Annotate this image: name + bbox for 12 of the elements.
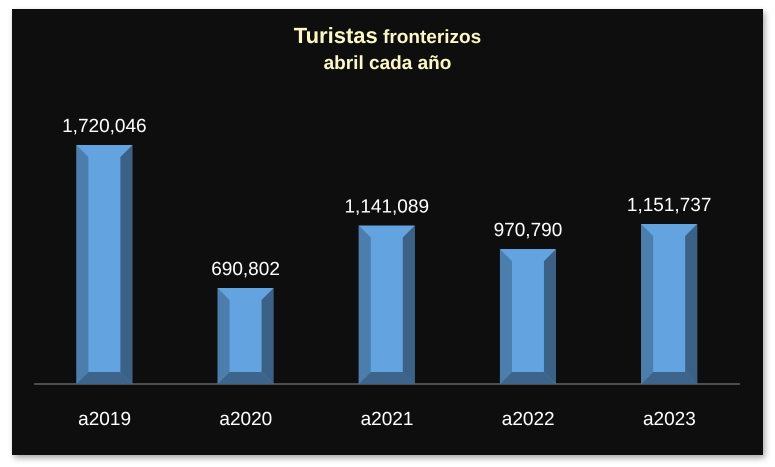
x-tick-label: a2019 [78, 409, 132, 430]
data-label: 1,151,737 [626, 194, 712, 216]
data-label: 1,720,046 [62, 116, 147, 137]
x-tick-label: a2021 [360, 409, 414, 430]
chart-subtitle: abril cada año [324, 53, 452, 74]
data-label: 690,802 [211, 259, 280, 280]
x-tick-label: a2020 [219, 409, 272, 430]
x-tick-label: a2023 [642, 409, 696, 430]
data-label: 970,790 [494, 220, 562, 242]
x-tick-label: a2022 [502, 409, 555, 430]
data-label: 1,141,089 [344, 196, 430, 218]
chart-title: Turistas fronterizos [294, 23, 482, 48]
